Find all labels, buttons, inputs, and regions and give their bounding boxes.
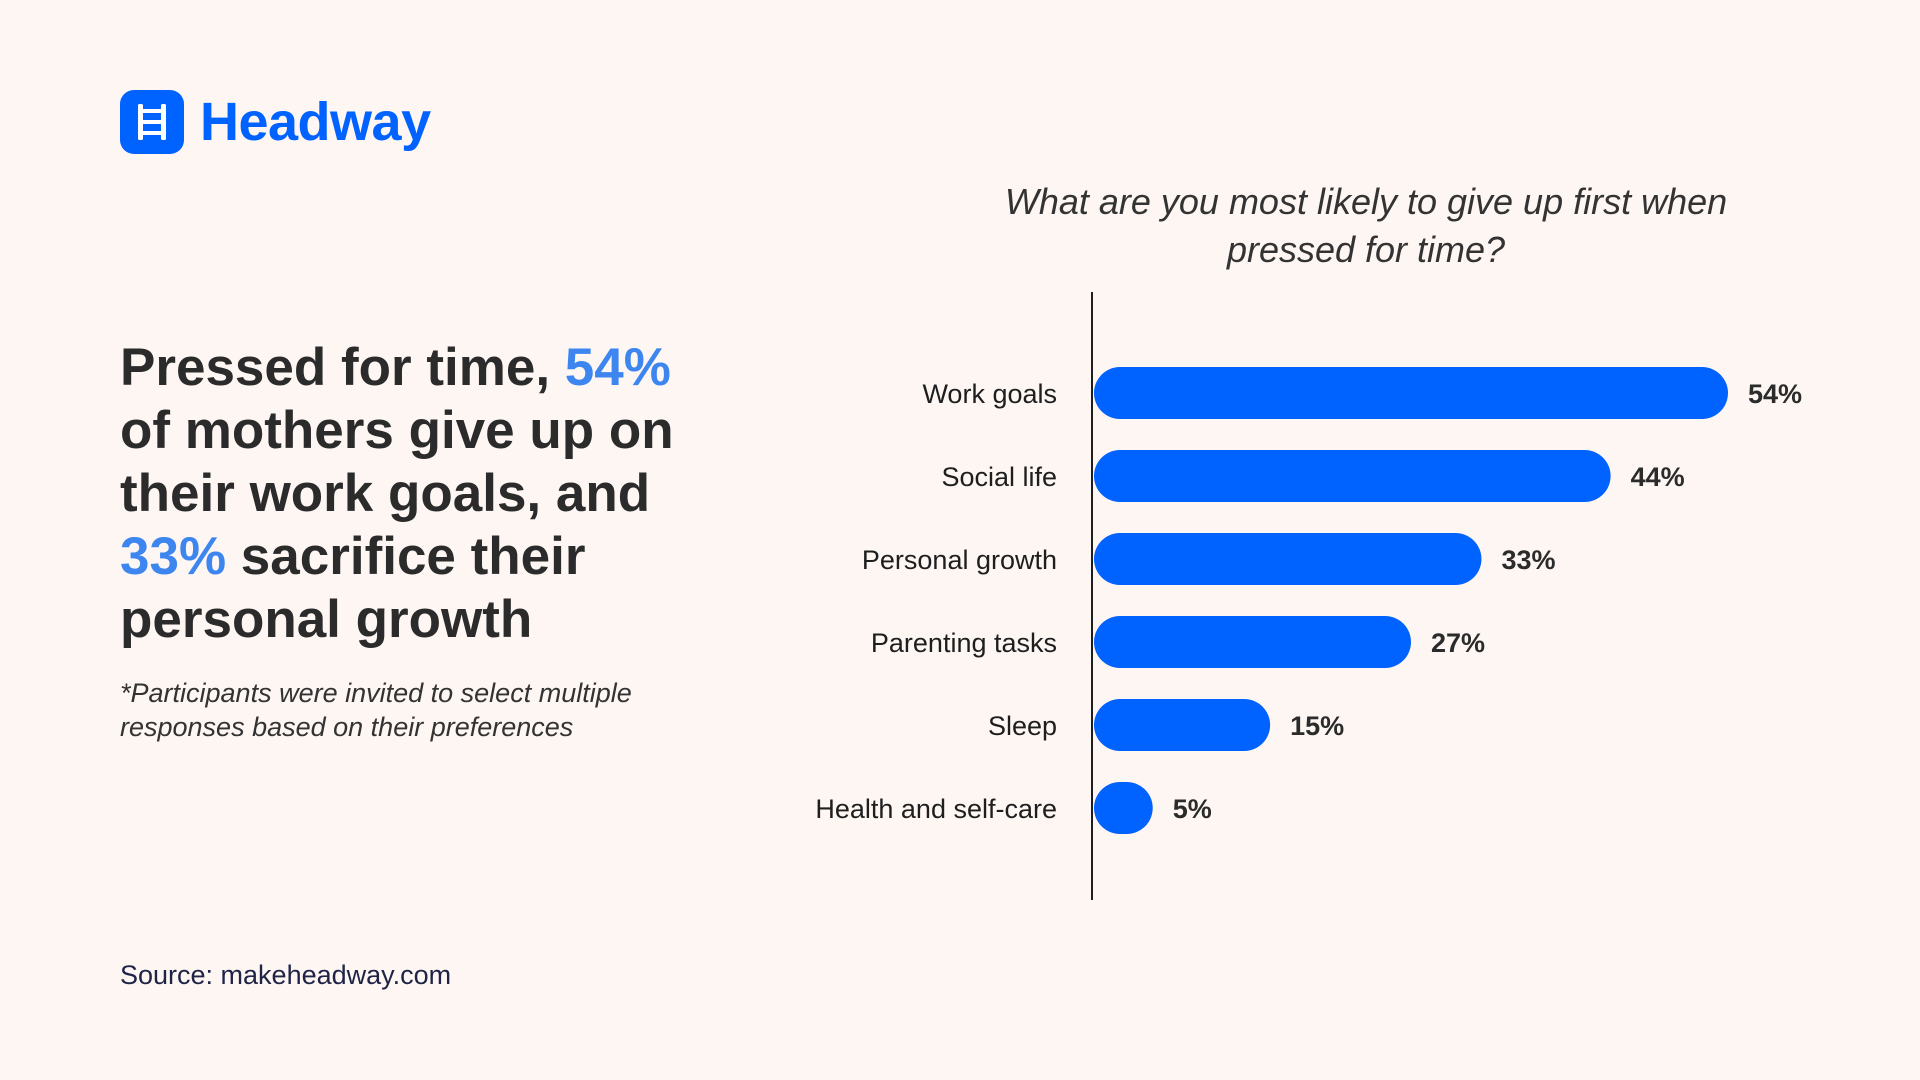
category-label: Work goals — [922, 379, 1057, 409]
ladder-icon — [120, 90, 184, 154]
value-label: 44% — [1631, 462, 1685, 492]
headline: Pressed for time, 54% of mothers give up… — [120, 336, 720, 651]
brand-logo: Headway — [120, 90, 431, 154]
brand-name: Headway — [200, 92, 431, 152]
headline-part-2: of mothers give up on their work goals, … — [120, 401, 674, 523]
category-label: Social life — [941, 462, 1057, 492]
category-label: Health and self-care — [815, 794, 1057, 824]
category-label: Parenting tasks — [871, 628, 1057, 658]
category-label: Sleep — [988, 711, 1057, 741]
value-label: 5% — [1173, 794, 1212, 824]
bar-0 — [1094, 367, 1728, 419]
footnote: *Participants were invited to select mul… — [120, 678, 632, 742]
chart-title: What are you most likely to give up firs… — [1004, 181, 1728, 270]
category-label: Personal growth — [862, 545, 1057, 575]
headline-part-3: sacrifice their personal growth — [120, 527, 586, 649]
value-label: 15% — [1290, 711, 1344, 741]
bar-1 — [1094, 450, 1611, 502]
bar-2 — [1094, 533, 1482, 585]
value-label: 54% — [1748, 379, 1802, 409]
bar-5 — [1094, 782, 1153, 834]
headline-stat-2: 33% — [120, 527, 227, 586]
value-label: 27% — [1431, 628, 1485, 658]
bar-3 — [1094, 616, 1411, 668]
bar-4 — [1094, 699, 1271, 751]
headline-stat-1: 54% — [564, 338, 671, 397]
source-credit: Source: makeheadway.com — [120, 960, 452, 990]
headline-part-1: Pressed for time, — [120, 338, 565, 397]
value-label: 33% — [1501, 545, 1555, 575]
